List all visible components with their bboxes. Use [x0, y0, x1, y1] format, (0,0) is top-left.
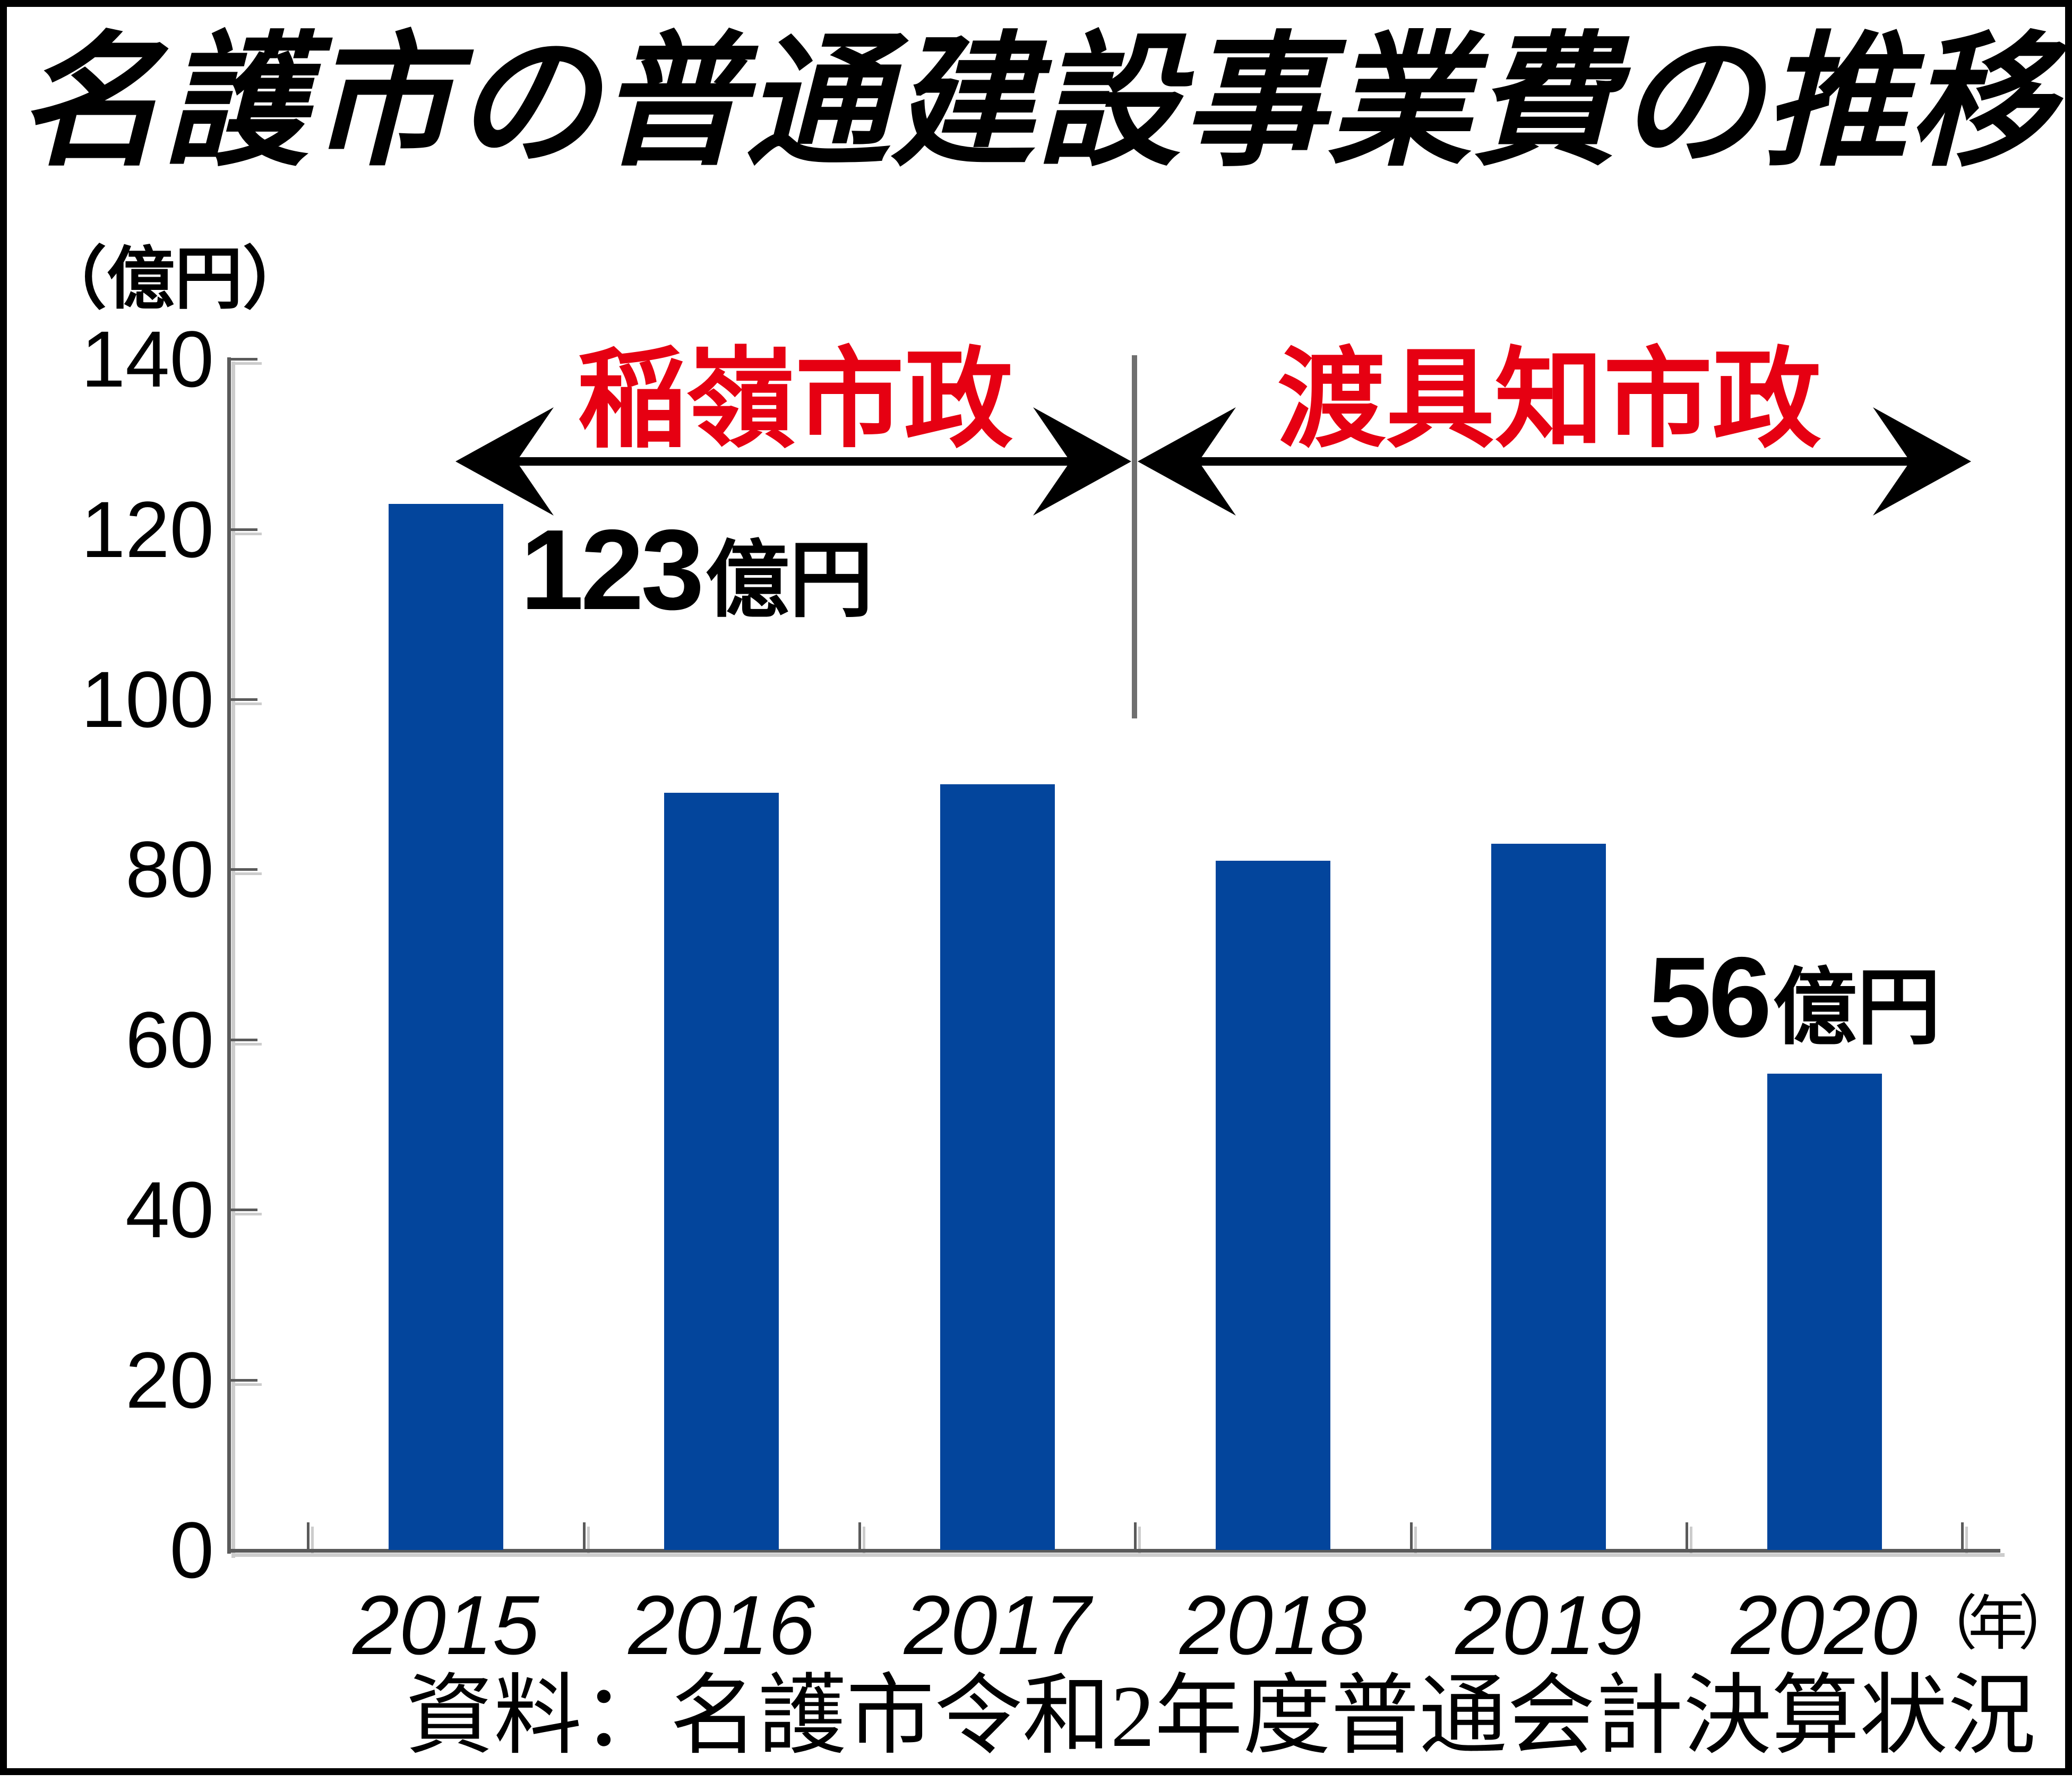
- x-tick-0: [307, 1522, 310, 1550]
- y-tick-60: [231, 1038, 257, 1041]
- bar-2018: [1215, 861, 1330, 1550]
- x-tick-5: [1685, 1522, 1688, 1550]
- annotation-value: 56: [1648, 932, 1772, 1061]
- y-tick-80: [231, 868, 257, 871]
- y-tick-100: [231, 698, 257, 701]
- year-label-2015: 2015: [353, 1579, 539, 1672]
- year-label-2016: 2016: [628, 1579, 815, 1672]
- bar-2015: [389, 503, 503, 1550]
- x-axis-line: [227, 1549, 2000, 1553]
- x-tick-4: [1409, 1522, 1413, 1550]
- y-tick-label-120: 120: [81, 484, 214, 574]
- x-tick-1: [582, 1522, 586, 1550]
- value-annotation-2015: 123 億円: [520, 512, 873, 627]
- chart-title: 名護市の普通建設事業費の推移: [18, 21, 2054, 183]
- y-tick-label-80: 80: [125, 825, 214, 914]
- y-axis-unit-label: （億円）: [39, 241, 311, 317]
- y-tick-40: [231, 1209, 257, 1212]
- era-label-toguchi: 渡具知市政: [1277, 340, 1821, 461]
- year-label-2020: 2020: [1731, 1579, 1918, 1672]
- year-label-2017: 2017: [904, 1579, 1091, 1672]
- era-label-inamine: 稲嶺市政: [578, 340, 1013, 461]
- y-tick-label-0: 0: [169, 1505, 214, 1595]
- y-tick-120: [231, 528, 257, 531]
- bar-2017: [940, 784, 1055, 1550]
- axes: [7, 7, 2065, 1768]
- y-tick-140: [231, 358, 257, 361]
- y-tick-label-40: 40: [125, 1165, 214, 1255]
- value-annotation-2020: 56 億円: [1648, 940, 1941, 1054]
- annotation-unit: 億円: [705, 533, 873, 627]
- year-label-2019: 2019: [1455, 1579, 1642, 1672]
- year-unit-label: （年）: [1918, 1590, 2072, 1657]
- annotation-value: 123: [520, 505, 704, 633]
- x-tick-6: [1961, 1522, 1964, 1550]
- bar-2016: [664, 793, 779, 1550]
- year-label-2018: 2018: [1180, 1579, 1366, 1672]
- y-tick-label-100: 100: [81, 655, 214, 744]
- x-tick-3: [1134, 1522, 1137, 1550]
- bar-2020: [1767, 1073, 1882, 1550]
- y-tick-label-20: 20: [125, 1335, 214, 1425]
- y-axis-line: [227, 357, 231, 1554]
- era-divider-line: [1132, 355, 1137, 718]
- y-tick-20: [231, 1378, 257, 1382]
- y-tick-label-60: 60: [125, 995, 214, 1084]
- source-note: 資料：名護市令和2年度普通会計決算状況: [406, 1667, 2036, 1766]
- annotation-unit: 億円: [1773, 961, 1941, 1055]
- bar-2019: [1491, 844, 1606, 1550]
- y-tick-label-140: 140: [81, 314, 214, 404]
- x-tick-2: [858, 1522, 861, 1550]
